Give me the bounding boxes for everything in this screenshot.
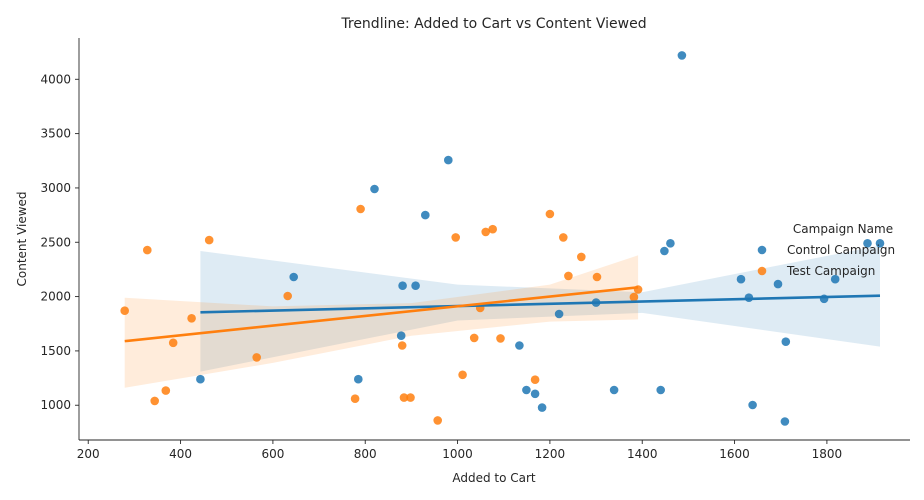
data-points xyxy=(120,51,885,426)
confidence-band-0 xyxy=(200,245,880,372)
x-tick-label: 800 xyxy=(354,447,377,461)
point-series-0-10 xyxy=(411,281,420,291)
y-tick-label: 4000 xyxy=(40,72,71,86)
point-series-1-4 xyxy=(451,233,461,242)
point-series-0-7 xyxy=(875,239,885,248)
point-series-0-4 xyxy=(666,239,675,248)
point-series-1-12 xyxy=(629,292,639,302)
point-series-1-9 xyxy=(564,271,573,281)
point-series-1-3 xyxy=(481,227,491,237)
trend-line-1 xyxy=(124,286,639,343)
trend-line-0 xyxy=(200,294,881,314)
point-series-1-0 xyxy=(356,204,365,214)
legend-label-0: Control Campaign xyxy=(787,243,895,257)
point-series-1-25 xyxy=(150,396,159,406)
legend: Campaign Name Control Campaign Test Campa… xyxy=(757,222,895,278)
point-series-1-18 xyxy=(496,334,505,343)
point-series-1-2 xyxy=(488,224,498,234)
point-series-0-5 xyxy=(660,246,669,256)
y-tick-label: 3000 xyxy=(40,181,71,195)
point-series-0-17 xyxy=(554,309,564,319)
point-series-1-15 xyxy=(120,306,129,316)
point-series-1-8 xyxy=(577,252,586,262)
point-series-1-17 xyxy=(469,333,479,343)
point-series-1-13 xyxy=(283,291,293,301)
legend-label-1: Test Campaign xyxy=(786,264,875,278)
point-series-1-7 xyxy=(143,245,152,255)
x-tick-label: 1000 xyxy=(442,447,473,461)
y-ticks: 1000 1500 2000 2500 3000 3500 4000 xyxy=(40,72,79,412)
x-tick-label: 1400 xyxy=(627,447,658,461)
trend-lines xyxy=(124,286,881,343)
y-axis-label: Content Viewed xyxy=(15,191,29,286)
point-series-1-1 xyxy=(545,209,555,219)
point-series-0-20 xyxy=(781,337,791,347)
x-tick-label: 1600 xyxy=(719,447,750,461)
x-tick-label: 400 xyxy=(169,447,192,461)
legend-marker-0 xyxy=(757,245,767,255)
point-series-1-10 xyxy=(592,272,602,282)
confidence-bands xyxy=(124,245,880,388)
point-series-0-12 xyxy=(830,274,840,284)
point-series-0-19 xyxy=(515,341,524,350)
x-axis-label: Added to Cart xyxy=(452,471,536,485)
point-series-0-9 xyxy=(398,281,407,291)
legend-marker-1 xyxy=(757,266,767,276)
point-series-0-0 xyxy=(677,51,687,60)
chart-title: Trendline: Added to Cart vs Content View… xyxy=(340,16,646,32)
y-tick-label: 2000 xyxy=(40,290,71,304)
point-series-0-8 xyxy=(289,272,299,282)
x-tick-label: 1200 xyxy=(535,447,566,461)
y-tick-label: 3500 xyxy=(40,127,71,141)
point-series-1-23 xyxy=(530,375,540,385)
y-tick-label: 1500 xyxy=(40,344,71,358)
y-tick-label: 1000 xyxy=(40,398,71,412)
point-series-0-28 xyxy=(748,400,757,410)
point-series-0-22 xyxy=(354,374,363,384)
confidence-band-1 xyxy=(124,255,639,388)
point-series-0-25 xyxy=(522,385,531,395)
x-ticks: 200 400 600 800 1000 1200 1400 1600 1800 xyxy=(77,440,842,461)
point-series-0-13 xyxy=(773,279,783,289)
x-tick-label: 200 xyxy=(77,447,100,461)
point-series-1-21 xyxy=(252,353,261,362)
point-series-1-16 xyxy=(187,314,196,323)
point-series-1-20 xyxy=(397,341,407,350)
x-tick-label: 1800 xyxy=(812,447,843,461)
point-series-0-1 xyxy=(444,155,453,165)
point-series-0-27 xyxy=(537,403,547,412)
point-series-1-6 xyxy=(204,235,214,245)
point-series-1-24 xyxy=(161,386,171,395)
point-series-0-24 xyxy=(656,385,665,395)
point-series-1-19 xyxy=(168,338,178,348)
point-series-1-29 xyxy=(433,416,443,425)
x-tick-label: 600 xyxy=(261,447,284,461)
point-series-0-6 xyxy=(863,239,872,248)
axes xyxy=(78,38,910,441)
point-series-0-18 xyxy=(396,331,406,341)
point-series-1-28 xyxy=(406,393,415,402)
point-series-1-5 xyxy=(559,233,568,242)
point-series-1-26 xyxy=(350,394,360,404)
point-series-0-21 xyxy=(196,374,205,384)
point-series-1-27 xyxy=(399,393,409,402)
point-series-0-11 xyxy=(736,274,746,284)
y-tick-label: 2500 xyxy=(40,235,71,249)
point-series-0-3 xyxy=(421,210,430,220)
legend-title: Campaign Name xyxy=(793,222,893,236)
point-series-0-29 xyxy=(780,417,790,426)
point-series-0-23 xyxy=(609,385,619,395)
point-series-0-2 xyxy=(370,184,379,194)
point-series-1-22 xyxy=(458,370,467,380)
point-series-0-26 xyxy=(530,389,540,399)
